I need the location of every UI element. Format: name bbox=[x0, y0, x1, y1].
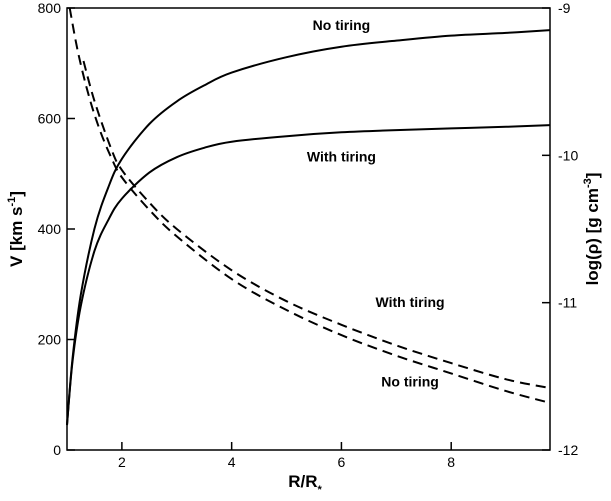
y-right-tick-label--12: -12 bbox=[558, 442, 578, 458]
x-tick-label-4: 4 bbox=[228, 454, 236, 470]
annotation-4: No tiring bbox=[381, 374, 439, 390]
y-axis-left-title: V [km s-1] bbox=[6, 191, 26, 267]
plot-frame bbox=[66, 7, 551, 451]
y-right-tick-label--11: -11 bbox=[558, 295, 577, 311]
y-right-tick-label--9: -9 bbox=[558, 0, 571, 16]
tick-layer: 2 4 6 8 0 200 400 600 800 -12 -11 -10 -9 bbox=[38, 0, 579, 470]
y-axis-right-title: log(ρ) [g cm-3] bbox=[582, 173, 602, 286]
annotation-1: No tiring bbox=[313, 17, 371, 33]
y-left-tick-label-200: 200 bbox=[38, 332, 62, 348]
y-left-tick-label-600: 600 bbox=[38, 111, 62, 127]
annotation-3: With tiring bbox=[376, 294, 445, 310]
y-right-tick-label--10: -10 bbox=[558, 147, 578, 163]
x-axis-title: R/R* bbox=[288, 472, 322, 496]
series-line-2 bbox=[66, 124, 551, 426]
x-tick-label-6: 6 bbox=[338, 454, 346, 470]
y-left-tick-label-0: 0 bbox=[53, 442, 61, 458]
y-left-tick-label-800: 800 bbox=[38, 0, 62, 16]
series-line-1 bbox=[66, 29, 551, 426]
series-layer bbox=[66, 7, 551, 426]
annotation-2: With tiring bbox=[307, 149, 376, 165]
x-tick-label-8: 8 bbox=[447, 454, 455, 470]
x-tick-label-2: 2 bbox=[118, 454, 126, 470]
series-line-4 bbox=[82, 60, 551, 390]
series-line-3 bbox=[68, 7, 551, 404]
annotation-layer: No tiring With tiring With tiring No tiring bbox=[307, 17, 445, 390]
y-left-tick-label-400: 400 bbox=[38, 221, 62, 237]
